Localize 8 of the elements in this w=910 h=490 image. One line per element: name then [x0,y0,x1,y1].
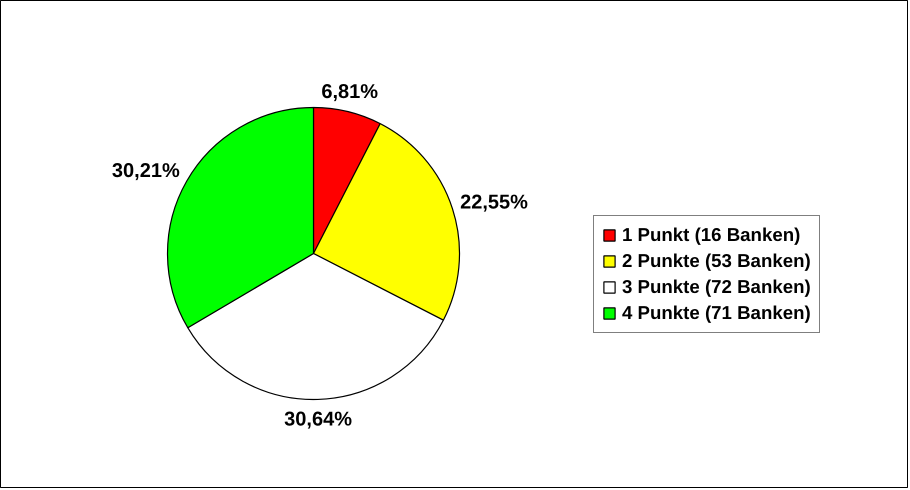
legend-label: 4 Punkte (71 Banken) [622,302,811,324]
data-label: 30,64% [284,408,352,430]
legend-label: 3 Punkte (72 Banken) [622,276,811,298]
legend-label: 2 Punkte (53 Banken) [622,250,811,272]
legend-label: 1 Punkt (16 Banken) [622,224,800,246]
data-label: 30,21% [112,160,180,182]
data-label: 6,81% [321,81,378,104]
data-label: 22,55% [460,192,528,214]
